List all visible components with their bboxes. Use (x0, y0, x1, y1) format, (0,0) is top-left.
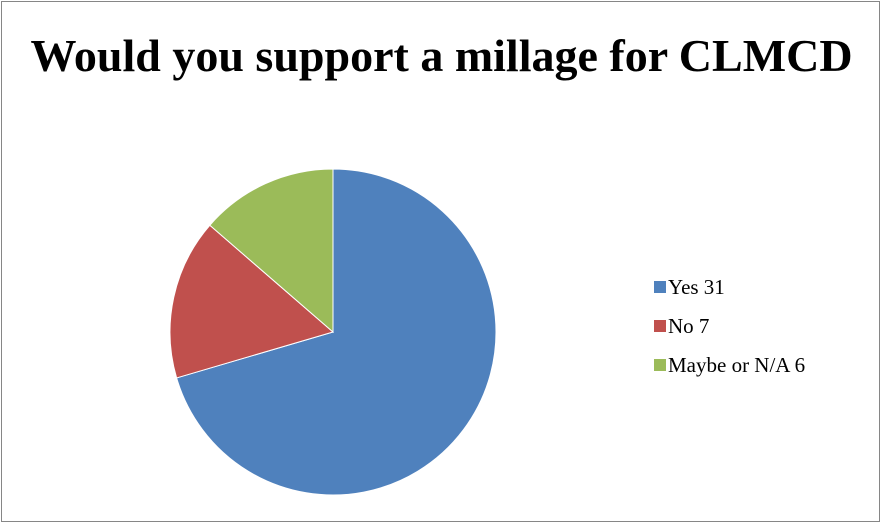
pie-slice-yes (175, 168, 497, 496)
legend-item-yes: Yes 31 (654, 274, 805, 299)
pie-slice-no (169, 224, 335, 379)
legend-swatch-no (654, 320, 666, 332)
chart-title-text: Would you support a millage for CLMCD (30, 30, 853, 81)
pie-slices (169, 168, 497, 496)
legend-swatch-maybe (654, 359, 666, 371)
legend-item-maybe: Maybe or N/A 6 (654, 352, 806, 377)
legend-label-maybe: Maybe or N/A 6 (668, 352, 806, 377)
legend-label-no: No 7 (668, 313, 710, 338)
pie-slice-maybe-or-n-a (209, 168, 334, 334)
legend-swatch-yes (654, 281, 666, 293)
chart-title: Would you support a millage for CLMCD (0, 30, 883, 82)
legend-item-no: No 7 (654, 313, 805, 338)
legend-label-yes: Yes 31 (668, 274, 725, 299)
legend: Yes 31 No 7 Maybe or N/A 6 (654, 274, 806, 393)
